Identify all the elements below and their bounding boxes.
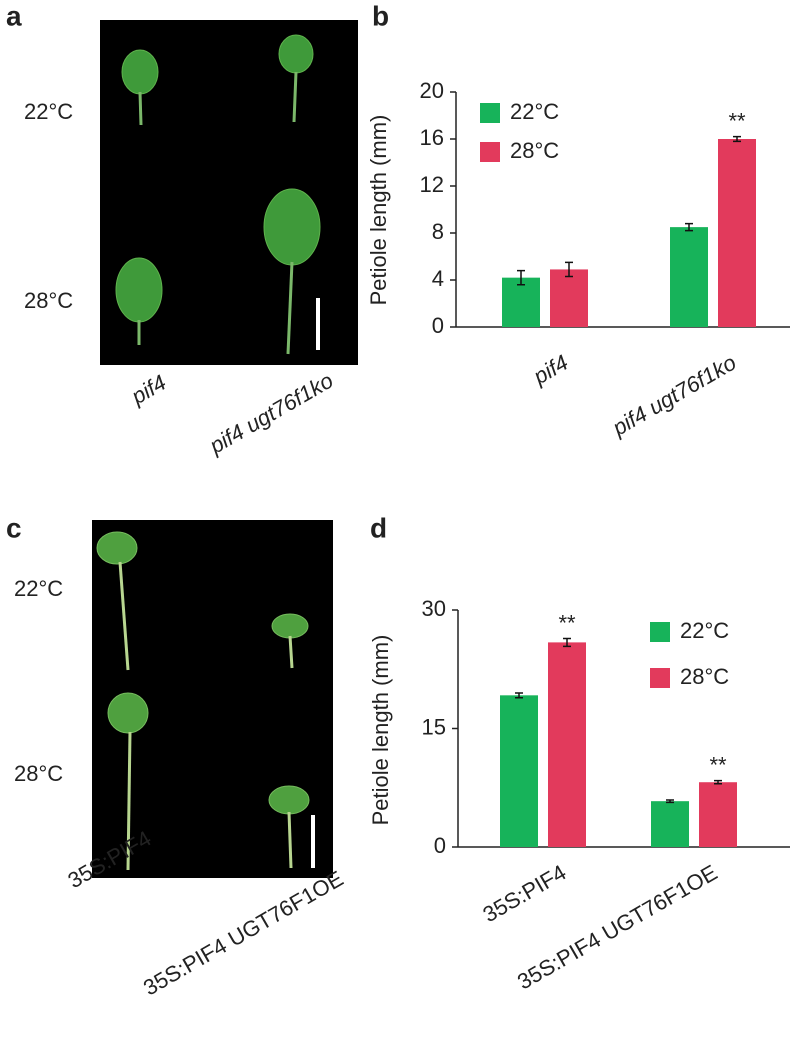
x-tick-label: pif4 <box>528 350 572 390</box>
y-tick-label: 12 <box>420 172 444 197</box>
legend-swatch <box>650 622 670 642</box>
error-bar <box>517 269 525 286</box>
x-tick-label: pif4 ugt76f1ko <box>607 350 740 441</box>
y-tick-label: 30 <box>422 596 446 621</box>
y-tick-label: 4 <box>432 266 444 291</box>
y-axis-label: Petiole length (mm) <box>368 635 393 826</box>
legend-label: 28°C <box>680 664 729 689</box>
x-tick-label: 35S:PIF4 <box>478 860 570 928</box>
legend-swatch <box>650 668 670 688</box>
bar <box>502 277 540 327</box>
error-bar <box>714 779 722 785</box>
leaves <box>115 34 321 355</box>
bar <box>550 269 588 327</box>
panel-letter: a <box>6 0 22 31</box>
y-tick-label: 16 <box>420 125 444 150</box>
leaves <box>96 531 315 871</box>
legend-swatch <box>480 103 500 123</box>
legend-label: 22°C <box>510 99 559 124</box>
significance: ** <box>728 108 746 133</box>
genotype-label: 35S:PIF4 UGT76F1OE <box>139 866 347 1001</box>
panel-letter: d <box>370 512 387 543</box>
panel-letter: c <box>6 512 22 543</box>
y-tick-label: 0 <box>434 833 446 858</box>
error-bar <box>563 637 571 648</box>
error-bar <box>515 692 523 699</box>
error-bar <box>666 799 674 804</box>
legend-label: 28°C <box>510 138 559 163</box>
row-label: 22°C <box>24 99 73 124</box>
y-tick-label: 8 <box>432 219 444 244</box>
bar <box>651 801 689 847</box>
row-label: 28°C <box>14 761 63 786</box>
error-bar <box>565 261 573 278</box>
error-bar <box>733 135 741 143</box>
genotype-label: pif4 ugt76f1ko <box>204 368 337 459</box>
bar <box>500 695 538 847</box>
significance: ** <box>558 610 576 635</box>
significance: ** <box>709 752 727 777</box>
error-bar <box>685 222 693 232</box>
bar <box>548 642 586 847</box>
row-label: 22°C <box>14 576 63 601</box>
row-label: 28°C <box>24 288 73 313</box>
legend-swatch <box>480 142 500 162</box>
bar <box>670 227 708 327</box>
y-tick-label: 20 <box>420 78 444 103</box>
bar <box>699 782 737 847</box>
panel-letter: b <box>372 0 389 31</box>
genotype-label: pif4 <box>126 370 170 410</box>
y-tick-label: 0 <box>432 313 444 338</box>
bar <box>718 139 756 327</box>
legend-label: 22°C <box>680 618 729 643</box>
y-tick-label: 15 <box>422 714 446 739</box>
y-axis-label: Petiole length (mm) <box>366 115 391 306</box>
